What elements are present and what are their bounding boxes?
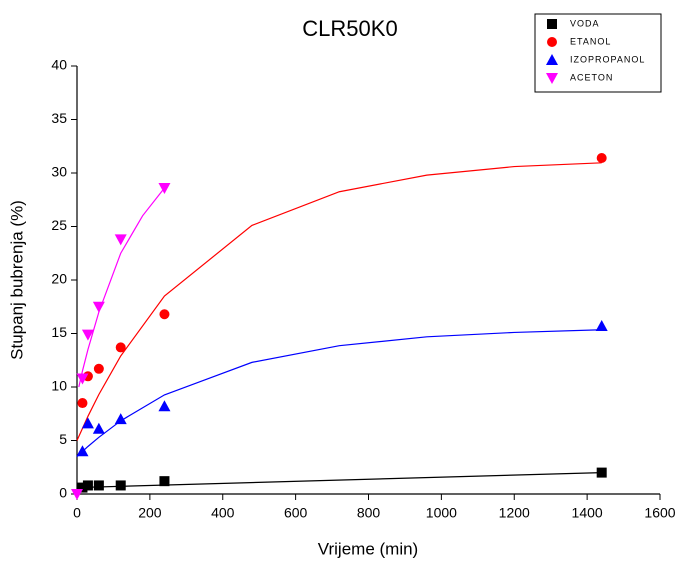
legend-marker: [547, 37, 557, 47]
point: [81, 329, 94, 341]
x-tick-label: 1400: [572, 505, 603, 521]
point: [115, 480, 126, 491]
point: [596, 153, 607, 164]
x-tick-label: 200: [138, 505, 162, 521]
legend-marker: [547, 19, 557, 29]
y-axis-label: Stupanj bubrenja (%): [7, 200, 26, 360]
fit-curve: [76, 162, 602, 441]
point: [115, 342, 126, 353]
point: [158, 400, 171, 412]
point: [595, 320, 608, 332]
point: [159, 309, 170, 320]
point: [81, 417, 94, 429]
chart-title: CLR50K0: [302, 16, 397, 41]
legend-label: IZOPROPANOL: [570, 54, 645, 64]
point: [114, 234, 127, 246]
x-tick-label: 1000: [426, 505, 457, 521]
y-tick-label: 20: [51, 271, 67, 287]
y-tick-label: 30: [51, 164, 67, 180]
legend-marker: [546, 73, 558, 84]
y-tick-label: 0: [59, 485, 67, 501]
x-tick-label: 1200: [499, 505, 530, 521]
x-tick-label: 800: [357, 505, 381, 521]
fit-curve: [78, 187, 165, 388]
y-tick-label: 15: [51, 324, 67, 340]
x-tick-label: 600: [284, 505, 308, 521]
point: [92, 422, 105, 434]
point: [76, 373, 89, 385]
y-tick-label: 10: [51, 378, 67, 394]
point: [93, 363, 104, 374]
fit-curve: [76, 472, 602, 489]
point: [158, 182, 171, 194]
legend-label: ETANOL: [570, 36, 611, 46]
point: [76, 445, 89, 457]
legend-label: ACETON: [570, 72, 613, 82]
y-tick-label: 25: [51, 217, 67, 233]
y-tick-label: 35: [51, 110, 67, 126]
point: [71, 489, 83, 500]
point: [114, 413, 127, 425]
point: [82, 480, 93, 491]
point: [77, 482, 88, 493]
legend-label: VODA: [570, 18, 600, 28]
x-tick-label: 400: [211, 505, 235, 521]
point: [77, 398, 88, 409]
x-axis-label: Vrijeme (min): [318, 539, 418, 558]
point: [93, 480, 104, 491]
point: [596, 467, 607, 478]
point: [92, 301, 105, 313]
fit-curve: [76, 329, 602, 457]
point: [159, 476, 170, 487]
x-tick-label: 0: [73, 505, 81, 521]
legend-marker: [546, 54, 558, 65]
y-tick-label: 5: [59, 431, 67, 447]
x-tick-label: 1600: [644, 505, 675, 521]
y-tick-label: 40: [51, 57, 67, 73]
